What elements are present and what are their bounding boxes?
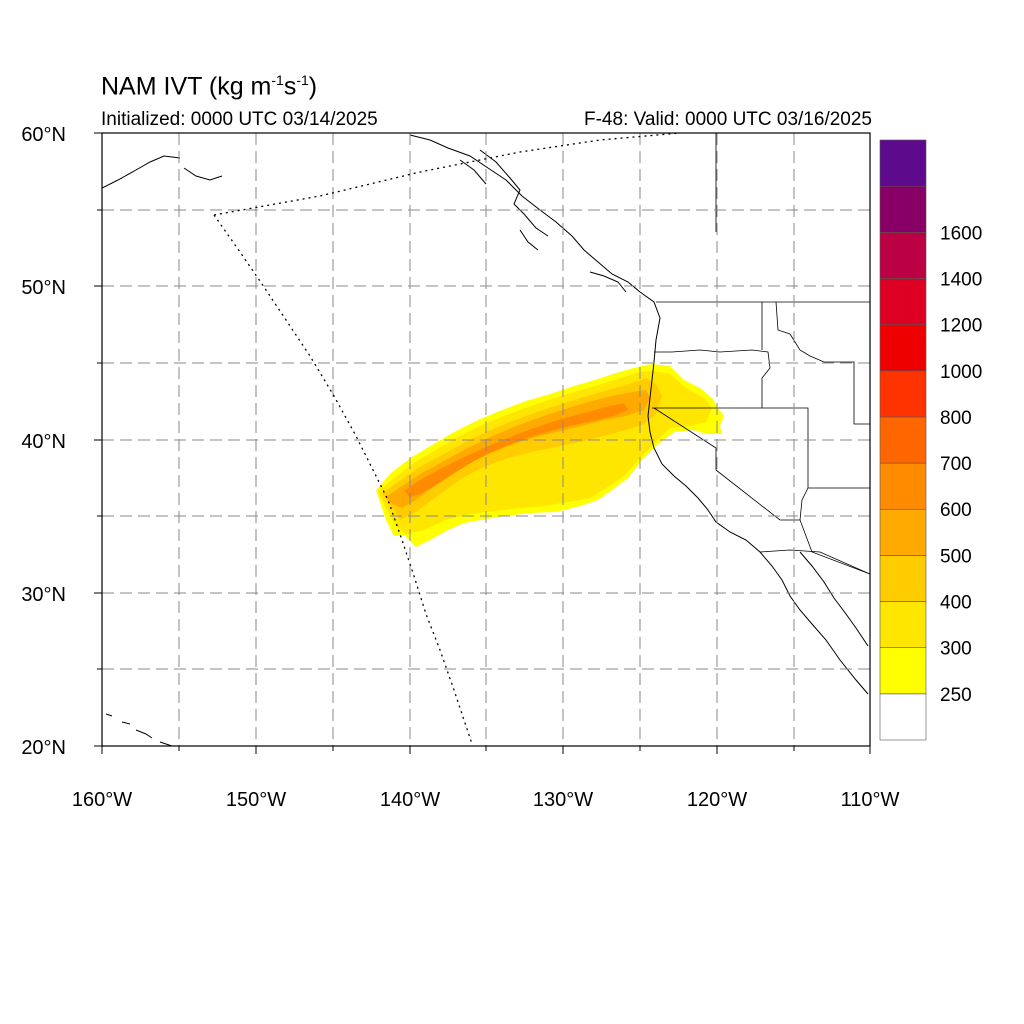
colorbar-swatch (879, 139, 927, 187)
lat-label: 40°N (21, 431, 66, 453)
colorbar-swatch (879, 416, 927, 464)
north-america-coast (409, 134, 869, 695)
ivt-plume-600 (404, 403, 628, 497)
lon-label: 130°W (533, 789, 593, 811)
colorbar-label: 600 (940, 500, 972, 521)
alaska-coast (102, 155, 223, 189)
colorbar-swatch (879, 232, 927, 279)
colorbar-swatch (879, 693, 927, 741)
colorbar-label: 1600 (940, 223, 982, 244)
lat-label: 20°N (21, 737, 66, 759)
graticule (102, 133, 870, 746)
colorbar-label: 250 (940, 685, 972, 706)
alaska-panhandle-islands (459, 149, 627, 293)
state-borders (652, 133, 870, 575)
colorbar-swatch (879, 555, 927, 602)
colorbar-label: 700 (940, 454, 972, 475)
valid-time-label: F-48: Valid: 0000 UTC 03/16/2025 (584, 109, 872, 130)
lon-label: 110°W (841, 789, 900, 811)
hawaii-islands (105, 713, 173, 746)
baja-gulf-coast (799, 551, 869, 647)
ivt-plume (376, 364, 724, 547)
colorbar-label: 1200 (940, 316, 982, 337)
colorbar-label: 400 (940, 593, 972, 614)
map-title: NAM IVT (kg m-1s-1) (101, 72, 318, 101)
colorbar-swatch (879, 508, 927, 556)
mexico-border (759, 549, 870, 575)
lat-label: 30°N (21, 584, 66, 606)
longitude-labels: 160°W 150°W 140°W 130°W 120°W 110°W (72, 789, 900, 811)
colorbar-swatch (879, 324, 927, 372)
colorbar: 250 300 400 500 600 700 800 1000 1200 1400 1600 (879, 139, 982, 741)
lon-label: 150°W (226, 789, 286, 811)
colorbar-swatch (879, 370, 927, 418)
colorbar-swatch (879, 601, 927, 648)
model-domain-boundary (213, 132, 681, 745)
lat-label: 60°N (21, 124, 66, 146)
axis-ticks (94, 132, 871, 754)
init-time-label: Initialized: 0000 UTC 03/14/2025 (101, 109, 378, 130)
colorbar-swatch (879, 462, 927, 510)
colorbar-swatch (879, 185, 927, 233)
colorbar-swatch (879, 647, 927, 695)
colorbar-label: 800 (940, 408, 972, 429)
lon-label: 160°W (72, 789, 132, 811)
lon-label: 120°W (687, 789, 747, 811)
colorbar-label: 1400 (940, 269, 982, 290)
colorbar-label: 300 (940, 639, 972, 660)
coastlines (102, 133, 870, 746)
latitude-labels: 60°N 50°N 40°N 30°N 20°N (21, 124, 66, 759)
colorbar-label: 1000 (940, 362, 982, 383)
lat-label: 50°N (21, 277, 66, 299)
colorbar-swatch (879, 278, 927, 325)
colorbar-label: 500 (940, 546, 972, 567)
lon-label: 140°W (380, 789, 440, 811)
